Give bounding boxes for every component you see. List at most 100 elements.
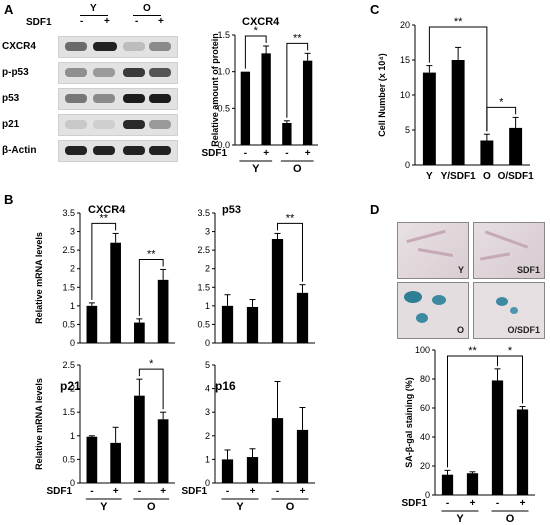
blot-row-pp53	[58, 62, 178, 84]
y-tick-label: 3.5	[62, 208, 75, 218]
significance-label: **	[293, 32, 302, 44]
panel-letter-b: B	[4, 192, 14, 207]
y-tick-label: 1.5	[197, 282, 210, 292]
significance-label: **	[99, 212, 108, 224]
blot-row-actin	[58, 140, 178, 162]
y-tick-label: 2.5	[62, 360, 75, 370]
blot-row-label: p53	[2, 93, 20, 104]
sdf1-mark: -	[138, 486, 141, 497]
sdf1-axis-label: SDF1	[181, 486, 207, 497]
micrograph-label: Y	[457, 265, 464, 275]
significance-bracket	[277, 222, 303, 282]
y-tick-label: 1.5	[62, 282, 75, 292]
chart-title: p16	[215, 379, 236, 393]
y-tick-label: 1.5	[217, 30, 230, 40]
bar	[466, 473, 479, 495]
micrograph-label: O/SDF1	[507, 325, 540, 335]
y-tick-label: 2	[70, 384, 75, 394]
blot-sdf1-label: SDF1	[26, 17, 52, 28]
sdf1-mark: +	[470, 498, 476, 509]
y-tick-label: 20	[400, 20, 410, 30]
y-tick-label: 0.5	[62, 319, 75, 329]
significance-label: **	[147, 248, 156, 260]
y-tick-label: 2	[205, 431, 210, 441]
y-tick-label: 80	[420, 374, 430, 384]
y-tick-label: 0.5	[217, 103, 230, 113]
sdf1-axis-label: SDF1	[46, 486, 72, 497]
y-tick-label: 2	[70, 264, 75, 274]
blot-group-o: O	[143, 3, 151, 14]
bar	[491, 380, 504, 495]
y-axis-label: Relative amount of protein	[210, 33, 220, 147]
bar	[480, 140, 494, 165]
significance-label: *	[254, 25, 259, 37]
bar	[422, 72, 436, 165]
significance-bracket	[486, 106, 517, 132]
y-tick-label: 0	[205, 338, 210, 348]
y-axis-label: Cell Number (x 10⁴)	[377, 53, 387, 136]
bar	[221, 305, 234, 343]
bar	[246, 306, 259, 343]
x-tick-label: Y	[426, 171, 433, 182]
micrograph-y: Y	[397, 222, 469, 279]
bar	[509, 127, 523, 165]
blot-sdf1-mark: -	[80, 16, 84, 27]
y-tick-label: 0	[425, 490, 430, 500]
y-tick-label: 15	[400, 55, 410, 65]
sdf1-mark: +	[263, 148, 269, 159]
y-tick-label: 40	[420, 432, 430, 442]
y-tick-label: 20	[420, 461, 430, 471]
group-label-o: O	[506, 513, 515, 525]
group-label-o: O	[293, 163, 302, 175]
blot-group-o-line	[133, 15, 161, 16]
bar	[221, 459, 234, 483]
bar	[282, 123, 292, 145]
group-label-y: Y	[100, 501, 108, 513]
sdf1-mark: +	[305, 148, 311, 159]
y-tick-label: 2	[205, 264, 210, 274]
significance-bracket	[447, 355, 498, 468]
significance-label: **	[468, 345, 477, 357]
y-tick-label: 4	[205, 384, 210, 394]
western-blot: Y O SDF1 - + - + CXCR4 p-p53 p53 p21 β-A…	[0, 0, 180, 165]
sdf1-axis-label: SDF1	[401, 498, 427, 509]
x-tick-label: O/SDF1	[498, 171, 535, 182]
y-tick-label: 3.5	[197, 208, 210, 218]
group-label-o: O	[286, 501, 295, 513]
group-label-y: Y	[236, 501, 244, 513]
x-tick-label: O	[483, 171, 491, 182]
sdf1-axis-label: SDF1	[201, 148, 227, 159]
y-tick-label: 3	[205, 407, 210, 417]
y-tick-label: 5	[405, 125, 410, 135]
blot-sdf1-mark: -	[135, 16, 139, 27]
chart-title: CXCR4	[242, 16, 280, 28]
significance-label: *	[508, 345, 513, 357]
sdf1-mark: +	[300, 486, 306, 497]
y-tick-label: 100	[415, 345, 430, 355]
y-tick-label: 5	[205, 360, 210, 370]
significance-bracket	[497, 355, 523, 404]
blot-group-y-line	[80, 15, 108, 16]
y-axis-label: Relative mRNA levels	[34, 232, 44, 324]
y-tick-label: 0	[205, 478, 210, 488]
sdf1-mark: +	[520, 498, 526, 509]
bar	[246, 457, 259, 483]
significance-label: *	[149, 358, 154, 370]
bar	[157, 419, 169, 483]
sdf1-mark: +	[250, 486, 256, 497]
bar	[86, 305, 98, 343]
sdf1-mark: -	[244, 148, 247, 159]
chart-title: p21	[60, 379, 81, 393]
y-tick-label: 0.5	[62, 454, 75, 464]
blot-group-y: Y	[90, 3, 97, 14]
blot-row-label: p-p53	[2, 67, 29, 78]
y-tick-label: 0	[70, 338, 75, 348]
significance-bracket	[138, 258, 164, 316]
significance-bracket	[428, 26, 488, 132]
group-label-y: Y	[252, 163, 260, 175]
significance-label: **	[286, 212, 295, 224]
blot-row-label: CXCR4	[2, 41, 36, 52]
bar	[516, 409, 529, 495]
y-tick-label: 10	[400, 90, 410, 100]
